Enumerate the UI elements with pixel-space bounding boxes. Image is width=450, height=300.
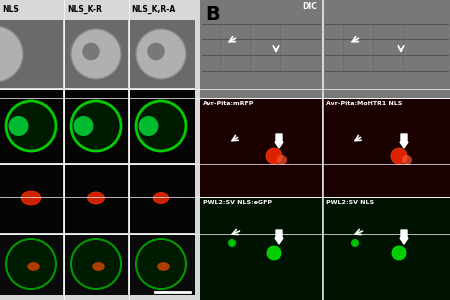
Bar — [323, 0, 450, 98]
Bar — [130, 235, 195, 295]
Bar — [65, 235, 128, 295]
Ellipse shape — [88, 192, 104, 204]
Bar — [130, 20, 195, 88]
Text: PWL2:SV NLS: PWL2:SV NLS — [326, 200, 374, 205]
Bar — [0, 90, 63, 163]
Circle shape — [392, 246, 406, 260]
Bar — [0, 165, 63, 233]
Circle shape — [136, 101, 186, 151]
Circle shape — [139, 116, 158, 136]
Circle shape — [73, 116, 94, 136]
Bar — [130, 90, 195, 163]
Circle shape — [139, 242, 184, 286]
Text: DIC: DIC — [302, 2, 317, 11]
Circle shape — [82, 43, 100, 60]
FancyArrow shape — [400, 230, 408, 244]
Circle shape — [6, 239, 56, 289]
FancyArrow shape — [275, 134, 283, 148]
Circle shape — [0, 26, 23, 82]
Circle shape — [136, 239, 186, 289]
FancyArrow shape — [275, 230, 283, 244]
Bar — [0, 20, 63, 88]
Circle shape — [266, 148, 282, 164]
Circle shape — [351, 239, 359, 247]
Circle shape — [9, 116, 28, 136]
Circle shape — [228, 239, 236, 247]
Bar — [323, 198, 450, 300]
Bar — [130, 165, 195, 233]
FancyArrow shape — [400, 134, 408, 148]
Circle shape — [71, 101, 121, 151]
Bar — [65, 20, 128, 88]
Bar — [0, 235, 63, 295]
Circle shape — [6, 101, 56, 151]
Circle shape — [402, 155, 412, 165]
Circle shape — [71, 29, 121, 79]
Circle shape — [391, 148, 407, 164]
Text: PWL2:SV NLS:eGFP: PWL2:SV NLS:eGFP — [203, 200, 272, 205]
Ellipse shape — [21, 191, 41, 205]
Text: NLS_K-R: NLS_K-R — [67, 5, 102, 14]
Bar — [200, 0, 322, 98]
Bar — [65, 165, 128, 233]
Bar — [323, 99, 450, 197]
Text: NLS_K,R-A: NLS_K,R-A — [131, 5, 175, 14]
Bar — [200, 99, 322, 197]
Bar — [65, 90, 128, 163]
Circle shape — [277, 155, 287, 165]
Bar — [200, 198, 322, 300]
Circle shape — [136, 29, 186, 79]
Ellipse shape — [153, 193, 169, 203]
Ellipse shape — [92, 262, 105, 271]
Circle shape — [267, 246, 281, 260]
Text: B: B — [205, 5, 220, 24]
Text: Avr-Pita:mRFP: Avr-Pita:mRFP — [203, 101, 254, 106]
Text: NLS: NLS — [2, 5, 19, 14]
Ellipse shape — [27, 262, 40, 271]
Circle shape — [71, 239, 121, 289]
Text: Avr-Pita:MoHTR1 NLS: Avr-Pita:MoHTR1 NLS — [326, 101, 402, 106]
Ellipse shape — [157, 262, 170, 271]
Circle shape — [147, 43, 165, 60]
Circle shape — [9, 242, 54, 286]
Circle shape — [73, 242, 118, 286]
